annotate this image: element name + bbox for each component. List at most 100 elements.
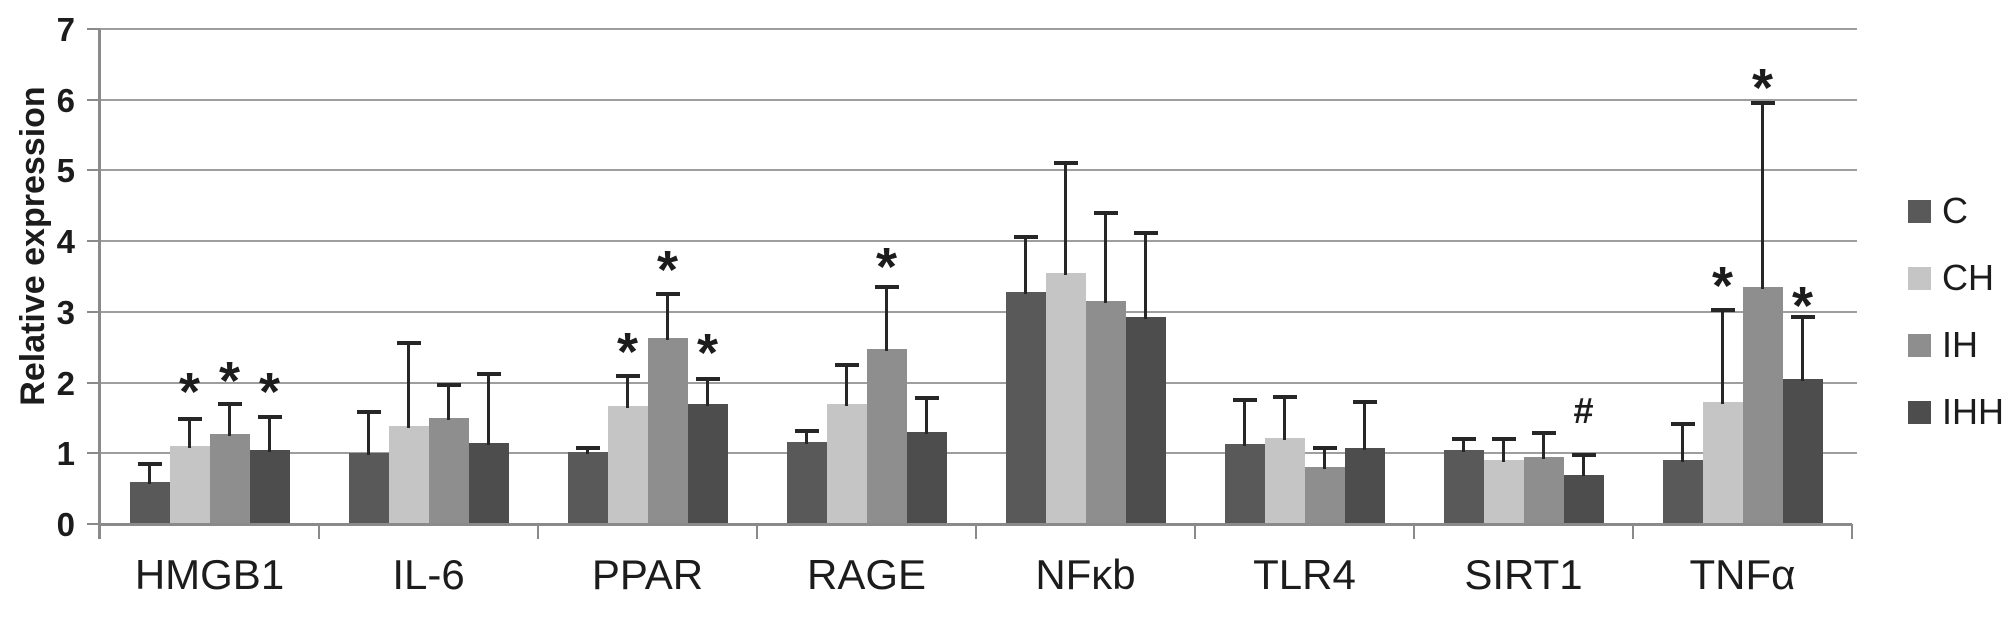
significance-asterisk: * [1751, 57, 1773, 118]
bar-IH [1085, 301, 1126, 524]
error-bar-cap [1571, 452, 1596, 457]
x-tick [1851, 524, 1853, 539]
error-bar [447, 384, 450, 420]
category-label: IL-6 [392, 551, 465, 598]
y-axis-line [98, 29, 101, 539]
bar-IH [428, 417, 469, 524]
error-bar-cap [1272, 395, 1297, 400]
error-bar [188, 419, 191, 449]
bar-CH [388, 426, 429, 524]
legend-item-C: C [1908, 193, 1968, 229]
error-bar [845, 364, 848, 406]
error-bar-cap [356, 410, 381, 415]
error-bar [1721, 310, 1724, 405]
error-bar [1064, 163, 1067, 275]
error-bar [1323, 447, 1326, 470]
y-tick [87, 240, 100, 243]
bar-CH [1264, 437, 1305, 524]
bar-C [348, 453, 389, 524]
error-bar [626, 375, 629, 408]
error-bar [1801, 316, 1804, 382]
error-bar [1363, 402, 1366, 451]
bar-C [567, 451, 608, 524]
gridline [100, 381, 1857, 384]
error-bar-cap [914, 396, 939, 401]
y-tick-label: 3 [56, 293, 75, 331]
error-bar-cap [476, 372, 501, 377]
bar-IH [1523, 456, 1564, 524]
bar-IHH [1782, 379, 1823, 524]
error-bar [1502, 439, 1505, 463]
bar-IHH [468, 442, 509, 524]
bar-IH [647, 338, 688, 524]
error-bar [268, 417, 271, 452]
gridline [100, 240, 1857, 243]
error-bar [1144, 233, 1147, 319]
bar-C [1662, 460, 1703, 524]
y-tick-label: 1 [56, 435, 75, 473]
error-bar-cap [874, 285, 899, 290]
error-bar-cap [1670, 421, 1695, 426]
error-bar-cap [655, 292, 680, 297]
x-tick [1632, 524, 1634, 539]
y-tick-label: 2 [56, 364, 75, 402]
error-bar-cap [1013, 234, 1038, 239]
x-tick [756, 524, 758, 539]
gridline [100, 28, 1857, 30]
error-bar [1283, 397, 1286, 440]
legend-item-IH: IH [1908, 327, 1978, 363]
bar-CH [1702, 402, 1743, 524]
error-bar-cap [695, 377, 720, 382]
error-bar [1542, 433, 1545, 459]
gridline [100, 310, 1857, 313]
error-bar-cap [794, 428, 819, 433]
x-tick [537, 524, 539, 539]
significance-asterisk: * [258, 362, 280, 423]
error-bar-cap [177, 417, 202, 422]
y-tick [87, 452, 100, 455]
category-label: RAGE [806, 551, 927, 598]
error-bar-cap [217, 402, 242, 407]
error-bar [666, 294, 669, 340]
x-tick [318, 524, 320, 539]
error-bar [885, 287, 888, 352]
significance-asterisk: * [1711, 255, 1733, 316]
category-label: NFκb [1035, 551, 1136, 598]
error-bar [706, 379, 709, 406]
error-bar [228, 404, 231, 437]
y-tick-label: 6 [56, 81, 75, 119]
category-label: TNFα [1689, 551, 1796, 598]
bar-IH [1304, 467, 1345, 524]
error-bar-cap [1053, 161, 1078, 166]
error-bar-cap [1790, 314, 1815, 319]
bar-CH [1483, 460, 1524, 524]
error-bar-cap [1750, 101, 1775, 106]
significance-hash: # [1573, 389, 1594, 431]
y-tick [87, 98, 100, 101]
error-bar-cap [1531, 431, 1556, 436]
error-bar [367, 412, 370, 456]
legend-swatch-C [1908, 199, 1931, 223]
bar-C [1005, 292, 1046, 524]
bar-IHH [1563, 474, 1604, 524]
error-bar-cap [1232, 398, 1257, 403]
bar-IH [1742, 287, 1783, 524]
bar-C [129, 481, 170, 524]
bar-C [1224, 444, 1265, 524]
significance-asterisk: * [218, 351, 240, 412]
significance-asterisk: * [875, 236, 897, 297]
error-bar [925, 398, 928, 435]
error-bar [148, 463, 151, 484]
error-bar-cap [615, 373, 640, 378]
legend-item-IHH: IHH [1908, 394, 2004, 430]
x-tick [975, 524, 977, 539]
error-bar-cap [1312, 445, 1337, 450]
error-bar [1104, 212, 1107, 304]
legend-label: C [1942, 190, 1968, 231]
gridline [100, 98, 1857, 101]
x-tick [1413, 524, 1415, 539]
error-bar [487, 374, 490, 445]
error-bar-cap [396, 340, 421, 345]
error-bar [1243, 400, 1246, 447]
bar-IHH [687, 403, 728, 524]
